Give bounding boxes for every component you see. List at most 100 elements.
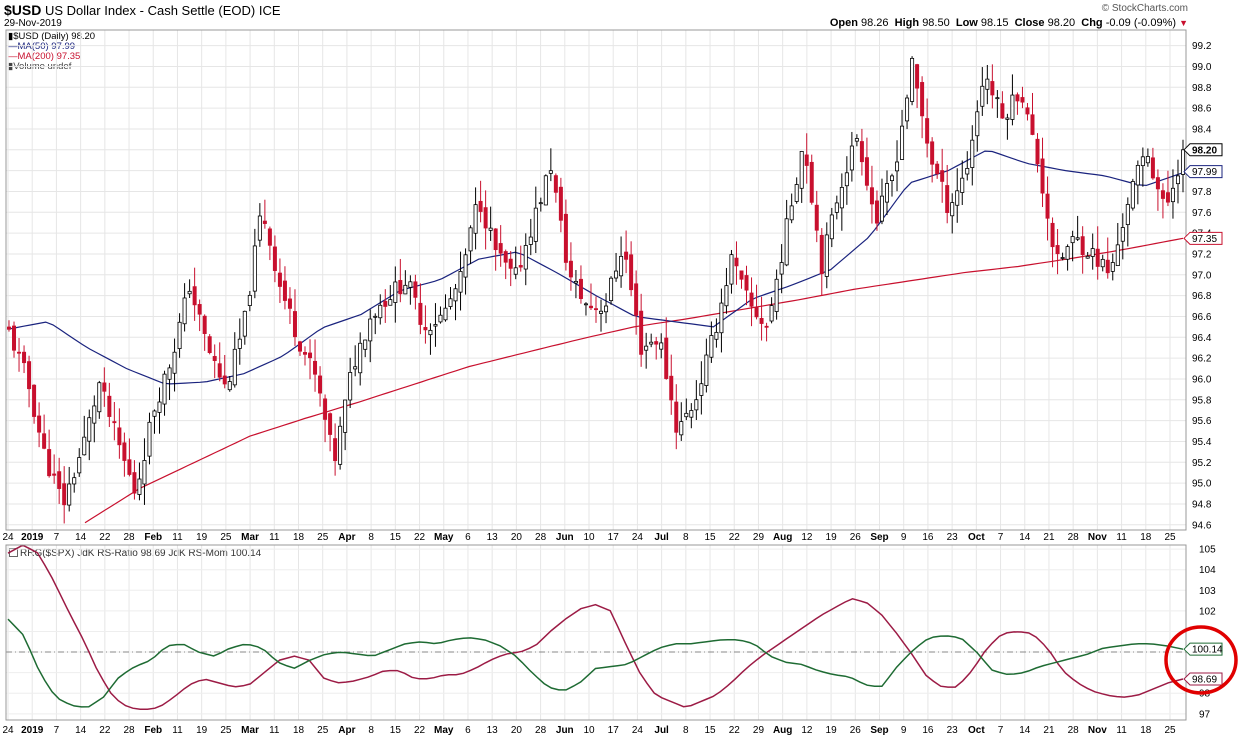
candle-body [187, 290, 192, 295]
candle-body [92, 405, 97, 424]
candle-body [207, 336, 212, 354]
candle-body [192, 286, 197, 306]
x-tick-label: 24 [2, 725, 14, 736]
candle-body [1040, 158, 1045, 194]
candle-body [77, 457, 82, 474]
candle-body [694, 399, 699, 411]
candle-body [102, 382, 107, 392]
x-tick-label: 12 [801, 725, 813, 736]
open-label: Open [829, 17, 858, 29]
candle-body [659, 342, 664, 350]
x-tick-label: 19 [826, 725, 838, 736]
x-tick-label: 10 [583, 725, 595, 736]
y-tick-label: 95.6 [1192, 416, 1212, 427]
candle-body [558, 186, 563, 221]
low-label: Low [955, 17, 978, 29]
instrument-name: US Dollar Index - Cash Settle (EOD) [44, 3, 256, 18]
candle-body [884, 183, 889, 203]
x-tick-label: 28 [1068, 725, 1080, 736]
x-tick-label: 18 [1140, 532, 1152, 543]
x-tick-label: 22 [729, 532, 741, 543]
x-tick-label: 25 [317, 725, 329, 736]
candle-body [809, 161, 814, 203]
candle-body [744, 275, 749, 291]
candle-body [398, 280, 403, 295]
rs-ratio-value-label-text: 98.69 [1192, 675, 1217, 686]
candle-body [232, 348, 237, 386]
x-tick-label: 28 [123, 725, 135, 736]
candle-body [197, 304, 202, 315]
candle-body [393, 281, 398, 303]
candle-body [433, 324, 438, 327]
candle-body [583, 303, 588, 306]
candle-body [528, 236, 533, 245]
x-tick-label: 22 [414, 725, 426, 736]
candle-body [624, 251, 629, 260]
x-tick-label: 25 [220, 725, 232, 736]
x-tick-label: 17 [608, 725, 620, 736]
x-tick-label: 13 [487, 532, 499, 543]
x-tick-label: 7 [54, 532, 60, 543]
candle-body [313, 360, 318, 375]
candle-body [252, 245, 257, 292]
candle-body [147, 421, 152, 457]
x-tick-label: Sep [870, 725, 888, 736]
x-tick-label: 18 [293, 532, 305, 543]
x-tick-label: 22 [99, 725, 111, 736]
x-tick-label: 15 [704, 725, 716, 736]
x-tick-label: 10 [583, 532, 595, 543]
candle-body [182, 297, 187, 325]
candle-body [664, 337, 669, 379]
candle-body [910, 57, 915, 102]
x-tick-label: Jun [556, 725, 574, 736]
candle-body [609, 277, 614, 302]
rs-ratio-value-label: 98.69 [1183, 672, 1223, 686]
candle-body [277, 272, 282, 287]
x-tick-label: Feb [144, 725, 162, 736]
candle-body [784, 218, 789, 266]
candle-body [262, 220, 267, 224]
x-tick-label: 19 [196, 532, 208, 543]
candle-body [594, 308, 599, 311]
candle-body [1140, 156, 1145, 167]
candle-body [493, 228, 498, 251]
candle-body [292, 311, 297, 338]
x-tick-label: 7 [998, 532, 1004, 543]
x-tick-label: 20 [511, 532, 523, 543]
candle-body [42, 433, 47, 449]
candle-body [438, 314, 443, 323]
candle-body [779, 262, 784, 275]
x-tick-label: 15 [704, 532, 716, 543]
high-label: High [894, 17, 920, 29]
x-tick-label: 8 [368, 532, 374, 543]
chart-date: 29-Nov-2019 [4, 18, 62, 29]
candle-body [1160, 190, 1165, 199]
source-credit[interactable]: © StockCharts.com [1101, 3, 1188, 14]
rrg-legend-text: RRG($SPX) JdK RS-Ratio 98.69 JdK RS-Mom … [20, 548, 262, 559]
y-tick-label: 98 [1199, 689, 1211, 700]
candle-body [634, 283, 639, 316]
x-tick-label: 24 [632, 725, 644, 736]
candle-body [1175, 175, 1180, 185]
candle-body [403, 284, 408, 295]
x-tick-label: Sep [870, 532, 888, 543]
candle-body [368, 318, 373, 342]
chg-value: -0.09 (-0.09%) [1105, 17, 1177, 29]
x-tick-label: 28 [123, 532, 135, 543]
x-tick-label: Oct [968, 532, 985, 543]
x-tick-label: 15 [390, 725, 402, 736]
candle-body [1181, 149, 1186, 175]
candle-body [920, 82, 925, 117]
candle-body [839, 186, 844, 209]
candle-body [1050, 222, 1055, 248]
legend-swatch-icon [9, 548, 18, 557]
candle-body [122, 442, 127, 461]
chart-title: $USD US Dollar Index - Cash Settle (EOD)… [4, 2, 281, 18]
candle-body [303, 352, 308, 355]
candle-body [925, 118, 930, 144]
highlight-circle [1164, 625, 1238, 695]
x-tick-label: 14 [1019, 725, 1031, 736]
candle-body [985, 78, 990, 90]
candle-body [1170, 187, 1175, 203]
